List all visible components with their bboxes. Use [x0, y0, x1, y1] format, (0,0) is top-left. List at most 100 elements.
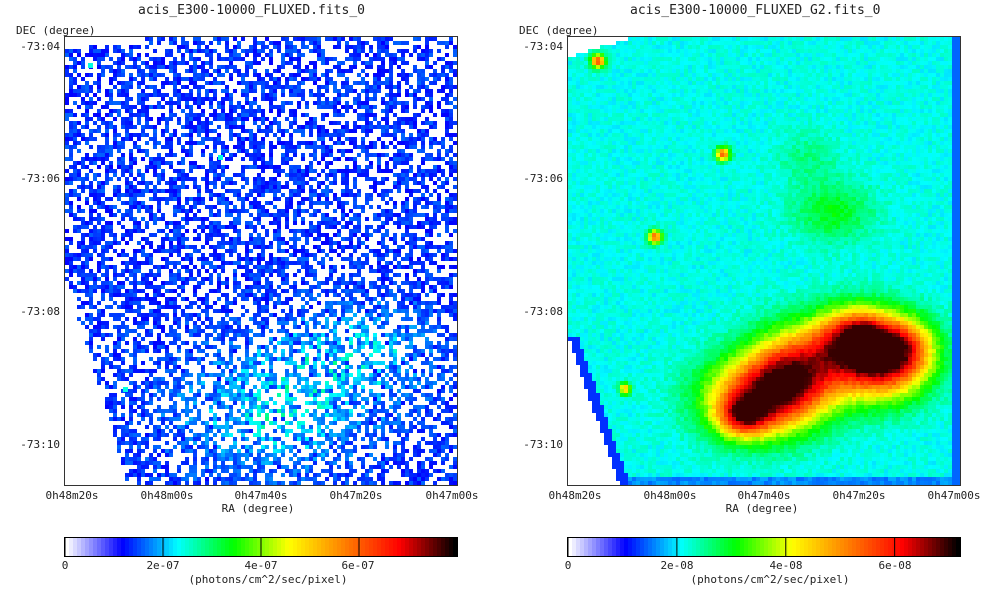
heatmap-cell [293, 369, 297, 373]
heatmap-cell [293, 281, 297, 285]
heatmap-cell [113, 133, 117, 137]
left-heatmap-plot[interactable] [64, 36, 458, 486]
heatmap-cell [157, 141, 161, 145]
heatmap-cell [201, 101, 205, 105]
heatmap-cell [161, 213, 165, 217]
heatmap-cell [405, 49, 409, 53]
heatmap-cell [205, 49, 209, 53]
heatmap-cell [185, 245, 189, 249]
heatmap-cell [413, 213, 417, 217]
heatmap-cell [141, 389, 145, 393]
heatmap-cell [453, 85, 457, 89]
heatmap-cell [425, 385, 429, 389]
heatmap-cell [85, 177, 89, 181]
heatmap-cell [185, 209, 189, 213]
heatmap-cell [245, 357, 249, 361]
heatmap-cell [257, 201, 261, 205]
heatmap-cell [193, 61, 197, 65]
heatmap-cell [189, 141, 193, 145]
heatmap-cell [325, 193, 329, 197]
heatmap-cell [149, 57, 153, 61]
heatmap-cell [321, 85, 325, 89]
heatmap-cell [105, 169, 109, 173]
heatmap-cell [337, 393, 341, 397]
heatmap-cell [109, 57, 113, 61]
heatmap-cell [425, 85, 429, 89]
heatmap-cell [225, 149, 229, 153]
heatmap-cell [89, 341, 93, 345]
heatmap-cell [277, 321, 281, 325]
heatmap-cell [257, 245, 261, 249]
heatmap-cell [185, 117, 189, 121]
heatmap-cell [149, 157, 153, 161]
heatmap-cell [393, 253, 397, 257]
heatmap-cell [185, 113, 189, 117]
heatmap-cell [141, 189, 145, 193]
heatmap-cell [313, 333, 317, 337]
heatmap-cell [293, 333, 297, 337]
heatmap-cell [405, 353, 409, 357]
heatmap-cell [233, 69, 237, 73]
heatmap-cell [197, 97, 201, 101]
heatmap-cell [389, 237, 393, 241]
heatmap-cell [309, 273, 313, 277]
heatmap-cell [321, 189, 325, 193]
heatmap-cell [225, 389, 229, 393]
heatmap-cell [73, 229, 77, 233]
heatmap-cell [257, 73, 261, 77]
heatmap-cell [169, 37, 173, 41]
heatmap-cell [409, 253, 413, 257]
heatmap-cell [133, 349, 137, 353]
heatmap-cell [185, 173, 189, 177]
heatmap-cell [65, 145, 69, 149]
heatmap-cell [341, 357, 345, 361]
heatmap-cell [181, 77, 185, 81]
heatmap-cell [349, 325, 353, 329]
heatmap-cell [409, 221, 413, 225]
heatmap-cell [237, 393, 241, 397]
heatmap-cell [313, 121, 317, 125]
heatmap-cell [65, 101, 69, 105]
heatmap-cell [97, 309, 101, 313]
heatmap-cell [145, 65, 149, 69]
heatmap-cell [401, 309, 405, 313]
heatmap-cell [313, 385, 317, 389]
heatmap-cell [433, 61, 437, 65]
heatmap-cell [149, 273, 153, 277]
heatmap-cell [405, 189, 409, 193]
heatmap-cell [269, 201, 273, 205]
heatmap-cell [253, 277, 257, 281]
heatmap-cell [413, 377, 417, 381]
heatmap-cell [101, 313, 105, 317]
left-heatmap-image [65, 37, 457, 485]
heatmap-cell [121, 269, 125, 273]
heatmap-cell [329, 249, 333, 253]
heatmap-cell [169, 113, 173, 117]
heatmap-cell [397, 117, 401, 121]
heatmap-cell [189, 117, 193, 121]
heatmap-cell [133, 365, 137, 369]
heatmap-cell [269, 89, 273, 93]
heatmap-cell [229, 361, 233, 365]
heatmap-cell [377, 293, 381, 297]
heatmap-cell [77, 149, 81, 153]
heatmap-cell [165, 65, 169, 69]
heatmap-cell [389, 269, 393, 273]
heatmap-cell [429, 145, 433, 149]
heatmap-cell [421, 245, 425, 249]
heatmap-cell [201, 41, 205, 45]
heatmap-cell [257, 353, 261, 357]
heatmap-cell [261, 325, 265, 329]
heatmap-cell [425, 357, 429, 361]
heatmap-cell [333, 369, 337, 373]
heatmap-cell [217, 281, 221, 285]
heatmap-cell [173, 329, 177, 333]
heatmap-cell [117, 373, 121, 377]
heatmap-cell [197, 37, 201, 41]
heatmap-cell [109, 177, 113, 181]
heatmap-cell [77, 49, 81, 53]
heatmap-cell [245, 289, 249, 293]
heatmap-cell [165, 233, 169, 237]
heatmap-cell [185, 229, 189, 233]
heatmap-cell [257, 373, 261, 377]
